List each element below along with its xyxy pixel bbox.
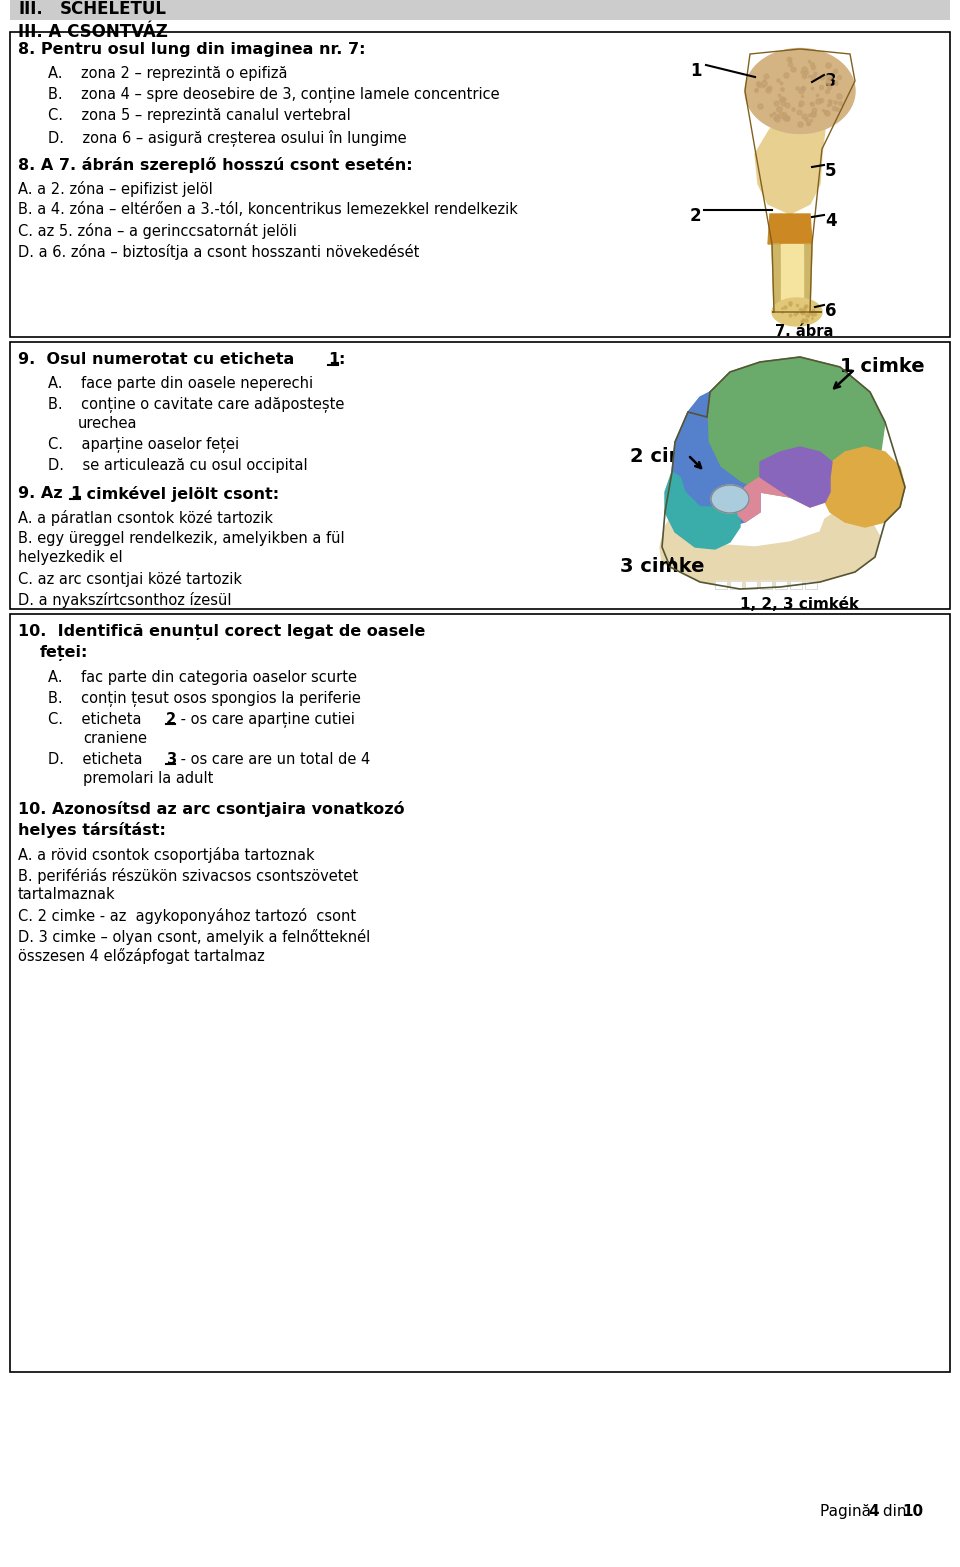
Text: :: :	[338, 353, 345, 367]
Text: helyezkedik el: helyezkedik el	[18, 550, 123, 566]
Text: III.: III.	[18, 0, 43, 17]
Text: B. a 4. zóna – eltérően a 3.-tól, koncentrikus lemezekkel rendelkezik: B. a 4. zóna – eltérően a 3.-tól, koncen…	[18, 202, 517, 216]
Text: 4: 4	[825, 212, 836, 230]
Bar	[775, 581, 787, 589]
Bar	[790, 581, 802, 589]
Bar	[760, 581, 772, 589]
Text: III. A CSONTVÁZ: III. A CSONTVÁZ	[18, 24, 168, 41]
Bar	[805, 581, 817, 589]
Text: B.    conține o cavitate care adăpostește: B. conține o cavitate care adăpostește	[48, 396, 345, 414]
Polygon shape	[781, 244, 803, 312]
Bar	[745, 581, 757, 589]
Text: 8. Pentru osul lung din imaginea nr. 7:: 8. Pentru osul lung din imaginea nr. 7:	[18, 42, 366, 56]
Text: 2: 2	[166, 711, 176, 727]
Text: 4: 4	[868, 1504, 878, 1518]
Text: 10: 10	[902, 1504, 924, 1518]
Text: craniene: craniene	[83, 730, 147, 746]
Bar	[10, 0, 950, 20]
Text: feței:: feței:	[40, 646, 88, 661]
Bar	[10, 614, 950, 1373]
Text: 1: 1	[70, 486, 82, 501]
Bar	[760, 581, 772, 589]
Text: D.    eticheta: D. eticheta	[48, 752, 147, 766]
Text: C.    eticheta: C. eticheta	[48, 711, 146, 727]
Text: C. 2 cimke - az  agykoponyához tartozó  csont: C. 2 cimke - az agykoponyához tartozó cs…	[18, 907, 356, 925]
Text: C.    zona 5 – reprezintă canalul vertebral: C. zona 5 – reprezintă canalul vertebral	[48, 108, 350, 122]
Text: D.    se articulează cu osul occipital: D. se articulează cu osul occipital	[48, 458, 307, 473]
Polygon shape	[768, 215, 812, 244]
Bar	[805, 581, 817, 589]
Text: 1 cimke: 1 cimke	[840, 357, 924, 376]
Polygon shape	[825, 447, 905, 527]
Text: premolari la adult: premolari la adult	[83, 771, 213, 787]
Text: SCHELETUL: SCHELETUL	[60, 0, 167, 17]
Text: B.    conțin țesut osos spongios la periferie: B. conțin țesut osos spongios la perifer…	[48, 691, 361, 707]
Text: A.    zona 2 – reprezintă o epifiză: A. zona 2 – reprezintă o epifiză	[48, 66, 287, 81]
Text: B. perifériás részükön szivacsos csontszövetet: B. perifériás részükön szivacsos csontsz…	[18, 868, 358, 884]
Text: 2: 2	[690, 207, 702, 226]
Text: C.    aparține oaselor feței: C. aparține oaselor feței	[48, 437, 239, 453]
Text: 2 cimke: 2 cimke	[630, 447, 714, 465]
Text: - os care are un total de 4: - os care are un total de 4	[176, 752, 371, 766]
Text: 7. ábra: 7. ábra	[775, 324, 833, 338]
Bar	[730, 581, 742, 589]
Text: B.    zona 4 – spre deosebire de 3, conține lamele concentrice: B. zona 4 – spre deosebire de 3, conține…	[48, 88, 499, 103]
Text: D. a nyakszírtcsonthoz ízesül: D. a nyakszírtcsonthoz ízesül	[18, 592, 231, 608]
Bar	[790, 581, 802, 589]
Text: din: din	[878, 1504, 916, 1518]
Polygon shape	[672, 392, 760, 527]
Text: 1, 2, 3 cimkék: 1, 2, 3 cimkék	[740, 597, 859, 613]
Text: 9. Az: 9. Az	[18, 486, 68, 501]
Text: 6: 6	[825, 302, 836, 320]
Polygon shape	[707, 357, 885, 497]
Ellipse shape	[711, 486, 749, 512]
Text: C. az 5. zóna – a gerinccsatornát jelöli: C. az 5. zóna – a gerinccsatornát jelöli	[18, 223, 297, 240]
Polygon shape	[660, 509, 880, 589]
Text: 10.  Identifică enunțul corect legat de oasele: 10. Identifică enunțul corect legat de o…	[18, 624, 425, 639]
Text: - os care aparține cutiei: - os care aparține cutiei	[176, 711, 355, 729]
Text: D.    zona 6 – asigură creșterea osului în lungime: D. zona 6 – asigură creșterea osului în …	[48, 128, 407, 146]
Text: B. egy üreggel rendelkezik, amelyikben a fül: B. egy üreggel rendelkezik, amelyikben a…	[18, 531, 345, 545]
Bar	[730, 581, 742, 589]
Text: cimkével jelölt csont:: cimkével jelölt csont:	[81, 486, 279, 501]
Text: C. az arc csontjai közé tartozik: C. az arc csontjai közé tartozik	[18, 570, 242, 588]
Polygon shape	[772, 244, 812, 312]
Bar	[10, 31, 950, 337]
Polygon shape	[760, 447, 832, 508]
Text: A. a páratlan csontok közé tartozik: A. a páratlan csontok közé tartozik	[18, 509, 273, 527]
Text: A. a 2. zóna – epifizist jelöl: A. a 2. zóna – epifizist jelöl	[18, 182, 213, 197]
Text: összesen 4 előzápfogat tartalmaz: összesen 4 előzápfogat tartalmaz	[18, 948, 265, 964]
Text: 1: 1	[328, 353, 339, 367]
Text: A. a rövid csontok csoportjába tartoznak: A. a rövid csontok csoportjába tartoznak	[18, 848, 315, 863]
Polygon shape	[755, 124, 825, 215]
Ellipse shape	[745, 49, 855, 133]
Text: helyes társítást:: helyes társítást:	[18, 823, 166, 838]
Text: urechea: urechea	[78, 415, 137, 431]
Bar	[10, 342, 950, 610]
Polygon shape	[772, 244, 782, 312]
Bar	[715, 581, 727, 589]
Text: A.    face parte din oasele neperechi: A. face parte din oasele neperechi	[48, 376, 313, 392]
Bar	[775, 581, 787, 589]
Polygon shape	[802, 244, 812, 312]
Text: 3 cimke: 3 cimke	[620, 556, 705, 577]
Text: 5: 5	[825, 161, 836, 180]
Text: 3: 3	[166, 752, 176, 766]
Bar	[715, 581, 727, 589]
Text: 8. A 7. ábrán szereplő hosszú csont esetén:: 8. A 7. ábrán szereplő hosszú csont eset…	[18, 157, 413, 172]
Text: tartalmaznak: tartalmaznak	[18, 887, 115, 903]
Text: D. a 6. zóna – biztosítja a csont hosszanti növekedését: D. a 6. zóna – biztosítja a csont hossza…	[18, 244, 420, 260]
Polygon shape	[738, 472, 830, 522]
Text: Pagină: Pagină	[820, 1504, 880, 1518]
Ellipse shape	[772, 298, 822, 326]
Text: 3: 3	[825, 72, 836, 89]
Text: 1: 1	[690, 63, 702, 80]
Text: D. 3 cimke – olyan csont, amelyik a felnőtteknél: D. 3 cimke – olyan csont, amelyik a feln…	[18, 929, 371, 945]
Text: A.    fac parte din categoria oaselor scurte: A. fac parte din categoria oaselor scurt…	[48, 671, 357, 685]
Text: 10. Azonosítsd az arc csontjaira vonatkozó: 10. Azonosítsd az arc csontjaira vonatko…	[18, 801, 404, 816]
Text: 9.  Osul numerotat cu eticheta: 9. Osul numerotat cu eticheta	[18, 353, 300, 367]
Polygon shape	[665, 472, 740, 548]
Bar	[745, 581, 757, 589]
